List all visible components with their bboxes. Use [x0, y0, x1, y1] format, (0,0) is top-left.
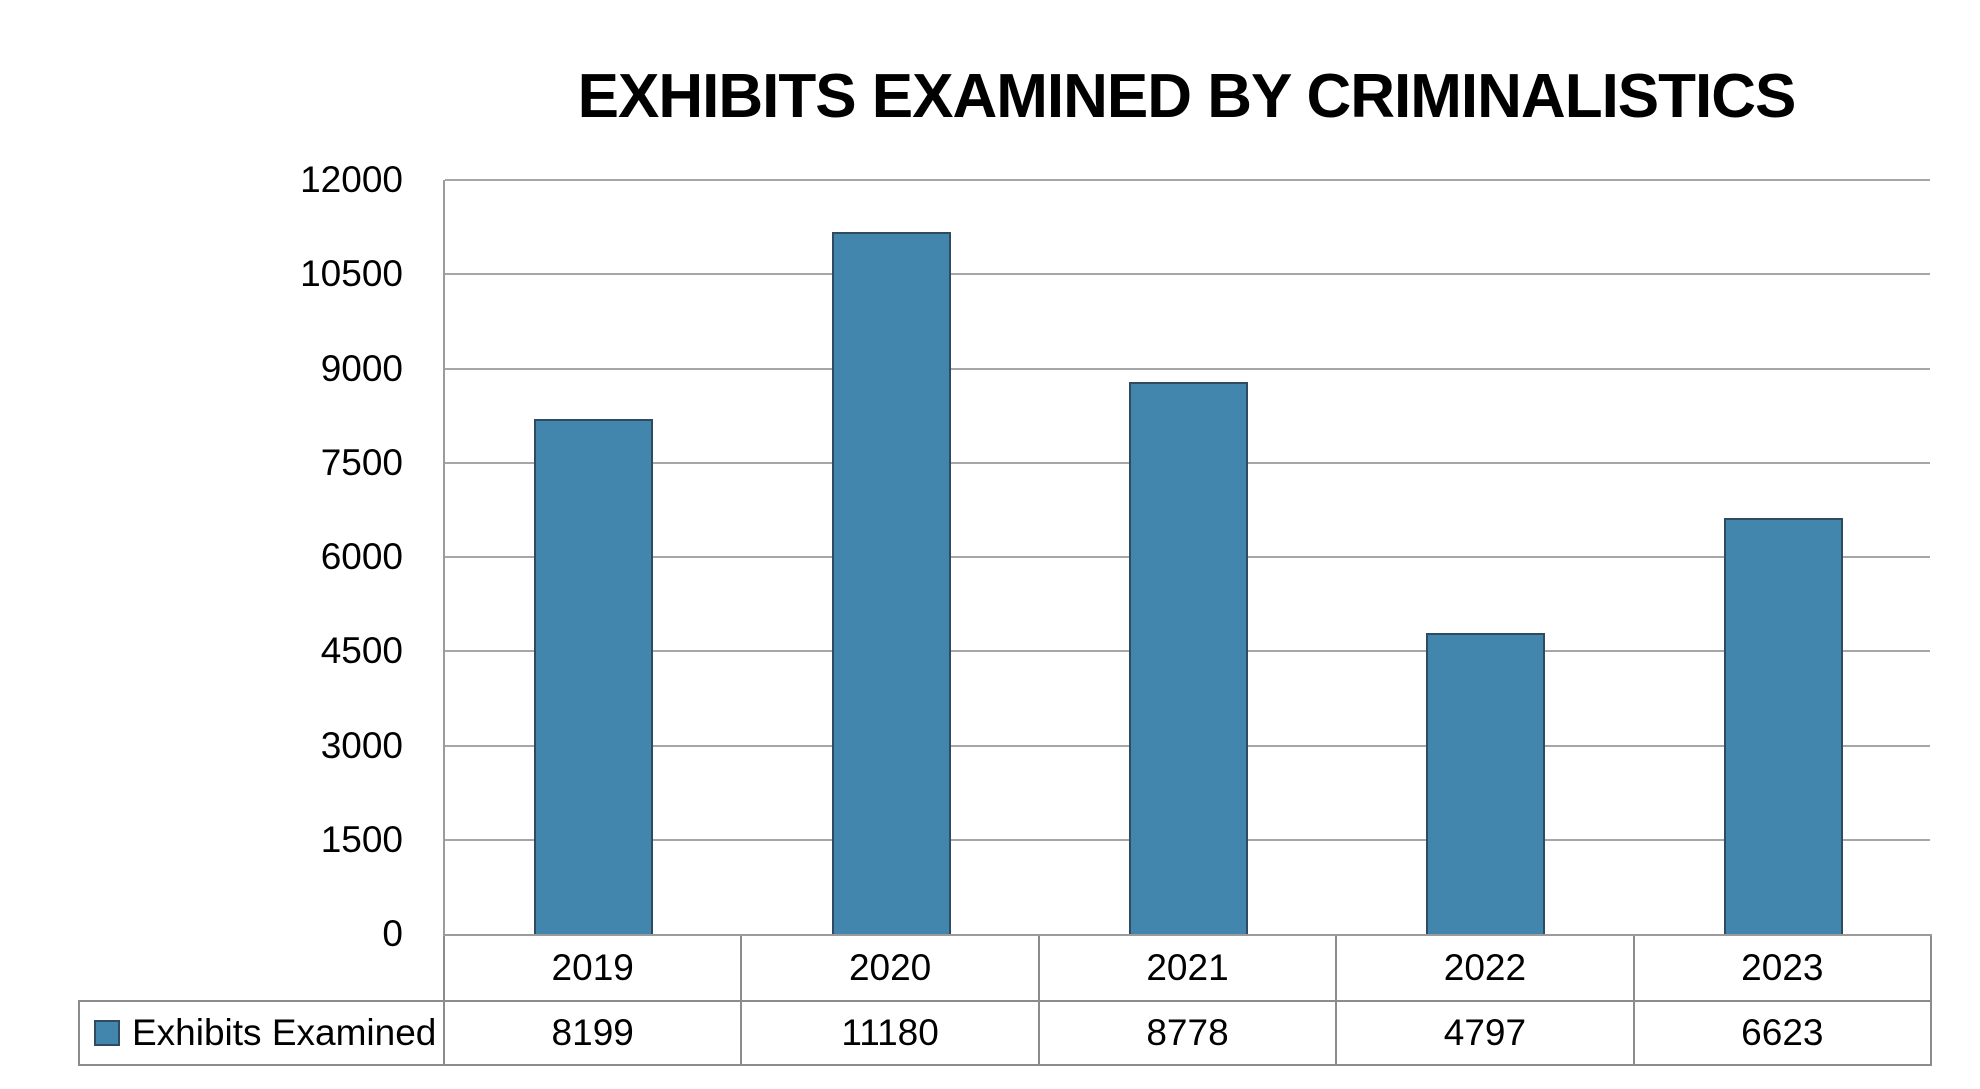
x-category-cell-2022: 2022 — [1335, 936, 1632, 1000]
gridline-12000 — [445, 179, 1930, 181]
bar-2021 — [1129, 382, 1248, 934]
bar-2019 — [534, 419, 653, 934]
x-category-cell-2021: 2021 — [1037, 936, 1335, 1000]
y-tick-label-4500: 4500 — [320, 630, 403, 672]
data-value-cell-2022: 4797 — [1335, 1002, 1632, 1064]
gridline-10500 — [445, 273, 1930, 276]
y-tick-label-10500: 10500 — [300, 253, 403, 295]
bar-2020 — [832, 232, 951, 934]
data-value-cell-2019: 8199 — [443, 1002, 740, 1064]
x-axis-category-row: 2019 2020 2021 2022 2023 — [443, 934, 1933, 1000]
y-tick-label-12000: 12000 — [300, 159, 403, 200]
legend-swatch-icon — [94, 1020, 120, 1046]
y-tick-label-7500: 7500 — [320, 441, 403, 483]
data-value-cell-2023: 6623 — [1632, 1002, 1933, 1064]
plot-area — [443, 179, 1930, 934]
bar-2023 — [1724, 518, 1843, 934]
data-table-row: Exhibits Examined 8199 11180 8778 4797 6623 — [78, 1000, 1933, 1066]
y-tick-label-9000: 9000 — [320, 347, 403, 389]
data-value-cell-2020: 11180 — [740, 1002, 1037, 1064]
legend-label: Exhibits Examined — [132, 1012, 437, 1053]
y-tick-label-0: 0 — [382, 913, 403, 954]
x-category-cell-2023: 2023 — [1632, 936, 1933, 1000]
x-category-cell-2020: 2020 — [740, 936, 1037, 1000]
x-category-cell-2019: 2019 — [443, 936, 740, 1000]
gridline-9000 — [445, 367, 1930, 370]
chart-title: EXHIBITS EXAMINED BY CRIMINALISTICS — [577, 62, 1797, 131]
legend-cell: Exhibits Examined — [78, 1002, 443, 1064]
y-tick-label-3000: 3000 — [320, 724, 403, 766]
y-tick-label-1500: 1500 — [320, 818, 403, 860]
data-value-cell-2021: 8778 — [1037, 1002, 1335, 1064]
bar-2022 — [1426, 633, 1545, 934]
y-tick-label-6000: 6000 — [320, 536, 403, 577]
